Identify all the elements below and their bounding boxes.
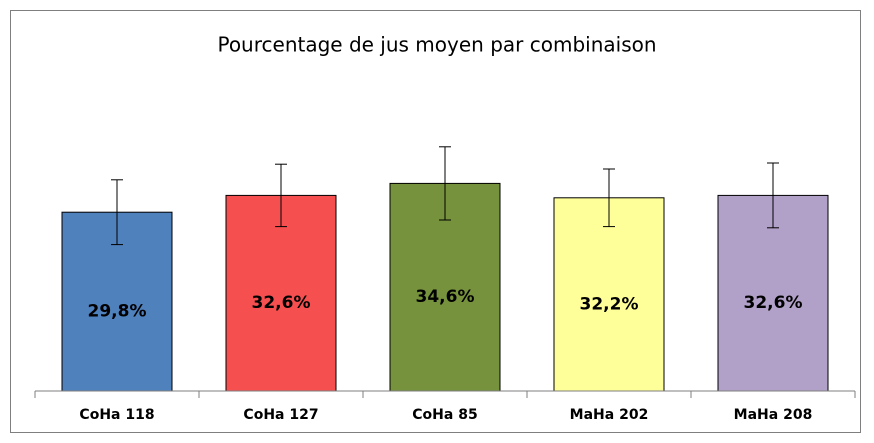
x-tick-label: MaHa 202	[570, 407, 649, 423]
value-label: 34,6%	[416, 287, 475, 307]
value-label: 32,6%	[744, 293, 803, 313]
x-tick-label: CoHa 118	[79, 407, 154, 423]
x-tick-label: CoHa 85	[412, 407, 477, 423]
x-tick-label: MaHa 208	[734, 407, 813, 423]
bar	[225, 194, 337, 392]
value-label: 32,2%	[580, 294, 639, 314]
x-tick-label: CoHa 127	[243, 407, 318, 423]
chart-title: Pourcentage de jus moyen par combinaison	[217, 33, 656, 57]
value-label: 29,8%	[88, 302, 147, 322]
value-label: 32,6%	[252, 293, 311, 313]
